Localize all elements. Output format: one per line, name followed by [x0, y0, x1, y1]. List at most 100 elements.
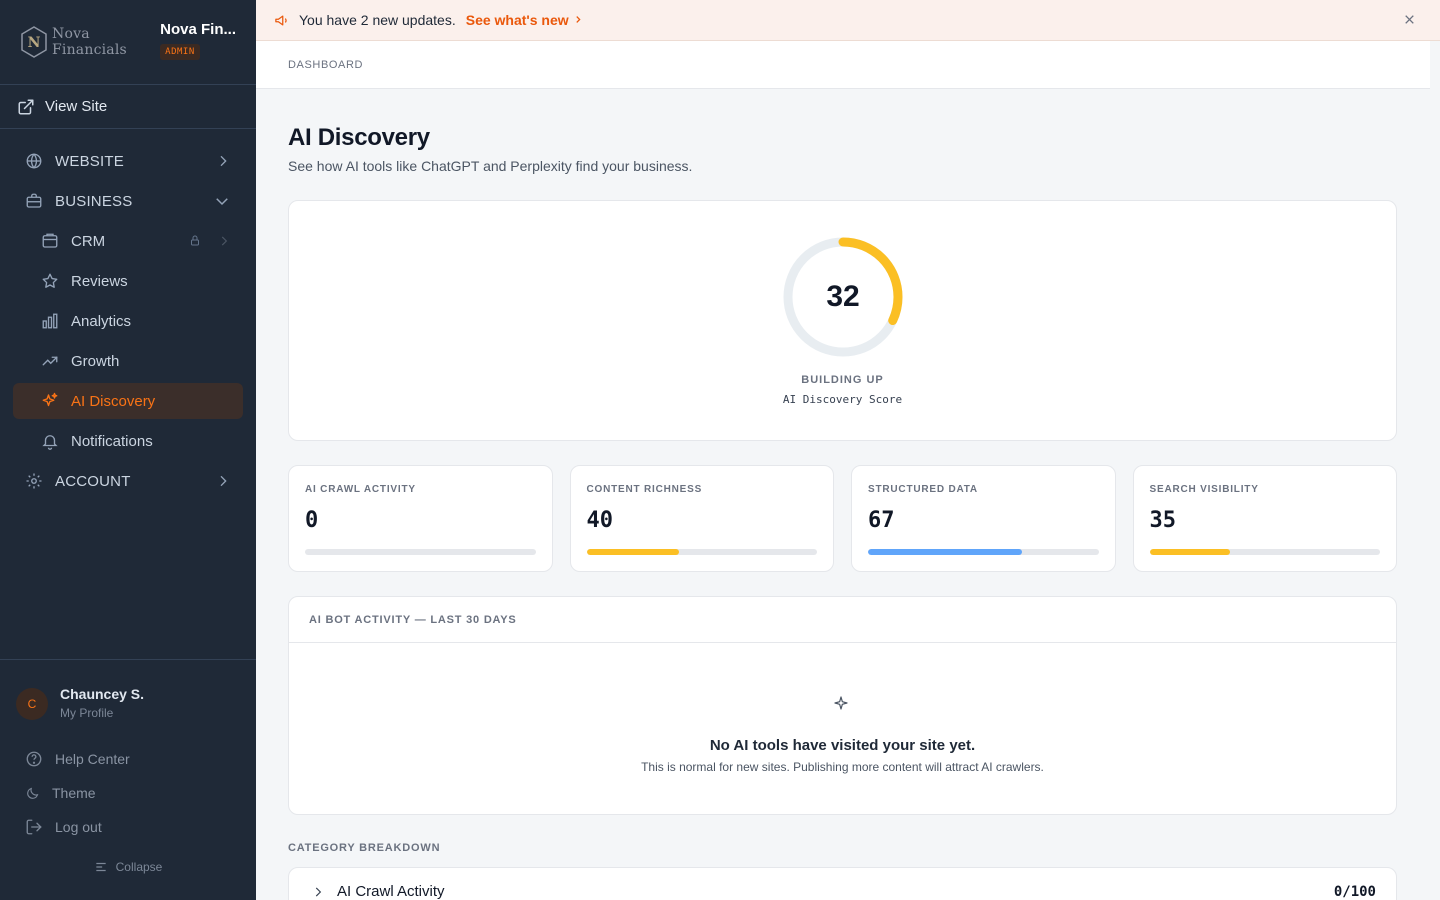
sidebar-item-analytics[interactable]: Analytics [13, 303, 243, 339]
empty-state-subtitle: This is normal for new sites. Publishing… [641, 760, 1044, 774]
score-status: BUILDING UP [801, 374, 884, 386]
main-content: AI Discovery See how AI tools like ChatG… [288, 89, 1397, 900]
metric-progress-bar [305, 549, 536, 555]
lock-icon [189, 234, 201, 251]
megaphone-icon [275, 15, 287, 25]
sidebar-item-growth[interactable]: Growth [13, 343, 243, 379]
sidebar: N Nova Financials Nova Fin... ADMIN View… [0, 0, 256, 900]
collapse-label: Collapse [115, 860, 163, 874]
sidebar-item-website[interactable]: WEBSITE [13, 143, 243, 179]
view-site-link[interactable]: View Site [0, 85, 256, 129]
sidebar-item-notifications[interactable]: Notifications [13, 423, 243, 459]
see-whats-new-link[interactable]: See what's new [466, 12, 583, 28]
updates-banner: You have 2 new updates. See what's new [256, 0, 1440, 41]
metric-value: 40 [586, 508, 614, 533]
globe-icon [24, 151, 44, 171]
metric-cards: AI CRAWL ACTIVITY 0 CONTENT RICHNESS 40 … [288, 465, 1397, 572]
brand-header: N Nova Financials Nova Fin... ADMIN [0, 0, 256, 85]
banner-message: You have 2 new updates. [299, 12, 456, 28]
sidebar-item-reviews[interactable]: Reviews [13, 263, 243, 299]
chevron-right-icon [575, 16, 581, 23]
org-info[interactable]: Nova Fin... ADMIN [160, 21, 236, 60]
page-title: AI Discovery [288, 124, 430, 151]
sidebar-item-label: Growth [71, 352, 120, 370]
metric-progress-bar [1149, 549, 1380, 555]
score-card: 32 BUILDING UP AI Discovery Score [288, 200, 1397, 441]
metric-progress-bar [868, 549, 1099, 555]
theme-toggle[interactable]: Theme [0, 776, 256, 810]
sidebar-item-ai-discovery[interactable]: AI Discovery [13, 383, 243, 419]
org-name: Nova Fin... [160, 20, 236, 38]
chevron-right-icon [215, 152, 231, 174]
user-name: Chauncey S. [60, 686, 145, 702]
user-profile[interactable]: C Chauncey S. My Profile [0, 659, 256, 720]
bar-chart-icon [40, 311, 60, 331]
help-center-label: Help Center [55, 751, 130, 767]
category-breakdown-title: CATEGORY BREAKDOWN [288, 842, 441, 854]
sidebar-bottom-links: Help Center Theme Log out [0, 742, 256, 844]
avatar: C [16, 688, 48, 720]
sidebar-item-label: CRM [71, 232, 106, 250]
category-row[interactable]: AI Crawl Activity 0/100 [288, 867, 1397, 900]
help-center-link[interactable]: Help Center [0, 742, 256, 776]
collapse-sidebar-button[interactable]: Collapse [0, 860, 256, 874]
metric-progress-fill [586, 549, 679, 555]
sidebar-item-label: ACCOUNT [55, 472, 131, 490]
breadcrumb-item-dashboard[interactable]: DASHBOARD [288, 58, 364, 71]
briefcase-icon [24, 191, 44, 211]
view-site-label: View Site [45, 98, 108, 115]
chevron-down-icon [213, 192, 231, 214]
user-info: Chauncey S. My Profile [60, 686, 144, 720]
metric-label: AI CRAWL ACTIVITY [305, 484, 416, 495]
close-banner-button[interactable] [1403, 13, 1416, 29]
chevron-right-icon [217, 232, 231, 254]
breadcrumb: DASHBOARD [256, 41, 1430, 89]
sparkle-icon [834, 696, 848, 710]
score-label: AI Discovery Score [782, 393, 903, 406]
metric-value: 0 [305, 508, 319, 533]
bot-activity-title: AI BOT ACTIVITY — LAST 30 DAYS [289, 597, 1396, 643]
score-value: 32 [826, 280, 860, 313]
moon-icon [27, 787, 39, 799]
close-icon [1405, 15, 1414, 24]
metric-card-structured-data: STRUCTURED DATA 67 [851, 465, 1116, 572]
database-icon [40, 231, 60, 251]
star-icon [40, 271, 60, 291]
metric-card-search-visibility: SEARCH VISIBILITY 35 [1132, 465, 1397, 572]
category-score: 0/100 [1333, 884, 1376, 900]
metric-label: CONTENT RICHNESS [586, 484, 703, 495]
sidebar-item-label: Notifications [71, 432, 153, 450]
sidebar-nav: WEBSITE BUSINESS CRM Reviews Analytics G… [0, 129, 256, 499]
logout-label: Log out [55, 819, 102, 835]
sidebar-item-label: AI Discovery [71, 392, 156, 410]
see-whats-new-label: See what's new [465, 12, 569, 28]
empty-state-title: No AI tools have visited your site yet. [709, 737, 976, 754]
logo-icon: N [20, 26, 48, 58]
sidebar-item-business[interactable]: BUSINESS [13, 183, 243, 219]
sidebar-item-crm[interactable]: CRM [13, 223, 243, 259]
logout-button[interactable]: Log out [0, 810, 256, 844]
user-profile-link: My Profile [60, 706, 114, 720]
role-badge: ADMIN [160, 43, 200, 60]
help-circle-icon [26, 751, 42, 767]
sidebar-item-account[interactable]: ACCOUNT [13, 463, 243, 499]
gear-icon [24, 471, 44, 491]
score-gauge [783, 237, 903, 357]
trending-up-icon [40, 351, 60, 371]
metric-card-crawl-activity: AI CRAWL ACTIVITY 0 [288, 465, 553, 572]
score-gauge-arc [783, 237, 903, 357]
chevron-right-icon [311, 884, 325, 900]
sidebar-item-label: WEBSITE [55, 152, 124, 170]
metric-label: SEARCH VISIBILITY [1149, 484, 1259, 495]
metric-card-content-richness: CONTENT RICHNESS 40 [569, 465, 834, 572]
metric-value: 35 [1149, 508, 1177, 533]
metric-progress-bar [586, 549, 817, 555]
external-link-icon [18, 99, 34, 114]
logo-text: Nova Financials [52, 26, 127, 58]
metric-progress-fill [1149, 549, 1231, 555]
bot-activity-panel: AI BOT ACTIVITY — LAST 30 DAYS No AI too… [288, 596, 1397, 815]
sidebar-item-label: Analytics [71, 312, 132, 330]
svg-text:N: N [28, 35, 41, 51]
collapse-icon [95, 862, 106, 872]
theme-label: Theme [52, 785, 96, 801]
